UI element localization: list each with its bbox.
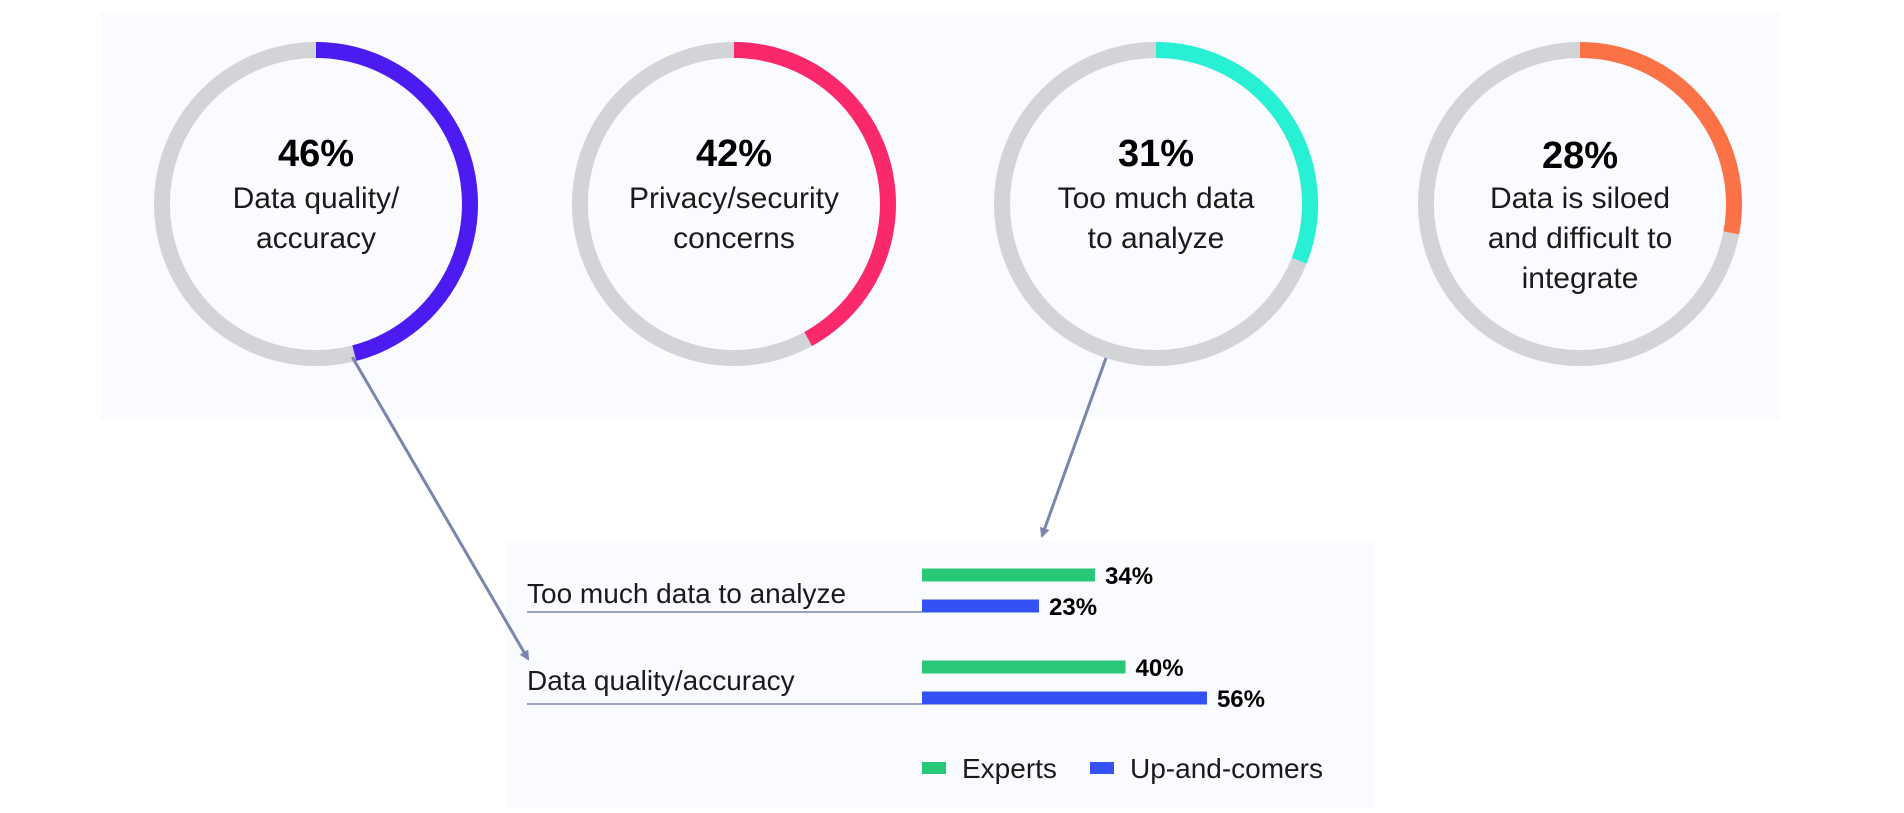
bar-value-label: 23%: [1049, 594, 1097, 621]
donut-value: 28%: [1542, 135, 1618, 177]
donut-label: and difficult to: [1488, 222, 1673, 255]
connector-arrow-data-quality: [351, 356, 530, 661]
bar-up-and-comers: [922, 691, 1207, 705]
donut-3: 31% Too much data to analyze: [994, 42, 1318, 366]
donut-value: 42%: [696, 133, 772, 175]
donut-label: to analyze: [1088, 222, 1225, 255]
legend-swatch: [922, 762, 946, 774]
bar-experts: [922, 568, 1095, 582]
donut-1: 46% Data quality/accuracy: [154, 42, 478, 366]
legend-item-2: Up-and-comers: [1090, 753, 1323, 784]
donut-4: 28% Data is siloed and difficult to integra…: [1418, 42, 1742, 366]
donut-label: Data is siloed: [1490, 182, 1670, 215]
donut-arc: [1155, 42, 1318, 264]
donut-arc: [1579, 42, 1742, 235]
bar-group-1: Too much data to analyze 34% 23%: [527, 563, 1153, 621]
bar-value-label: 56%: [1217, 686, 1265, 713]
bar-value-label: 34%: [1105, 563, 1153, 590]
donut-value: 46%: [278, 133, 354, 175]
bar-group-2: Data quality/accuracy 40% 56%: [527, 655, 1265, 713]
donut-2: 42% Privacy/security concerns: [572, 42, 896, 366]
category-label: Too much data to analyze: [527, 578, 846, 609]
legend-label: Experts: [962, 753, 1057, 784]
donut-label: Data quality/: [233, 182, 400, 215]
legend-item-1: Experts: [922, 753, 1057, 784]
category-label: Data quality/accuracy: [527, 665, 795, 696]
legend-label: Up-and-comers: [1130, 753, 1323, 784]
donut-label: Privacy/security: [629, 182, 839, 215]
donut-value: 31%: [1118, 133, 1194, 175]
donut-label: integrate: [1522, 262, 1639, 295]
connector-arrow-too-much-data: [1040, 357, 1108, 538]
donut-label: Too much data: [1058, 182, 1255, 215]
donut-label: concerns: [673, 222, 795, 255]
bar-up-and-comers: [922, 599, 1040, 613]
donut-arc: [315, 42, 478, 361]
bar-value-label: 40%: [1136, 655, 1184, 682]
bar-experts: [922, 660, 1126, 674]
legend-swatch: [1090, 762, 1114, 774]
donut-arc: [733, 42, 896, 346]
donut-label: accuracy: [256, 222, 376, 255]
